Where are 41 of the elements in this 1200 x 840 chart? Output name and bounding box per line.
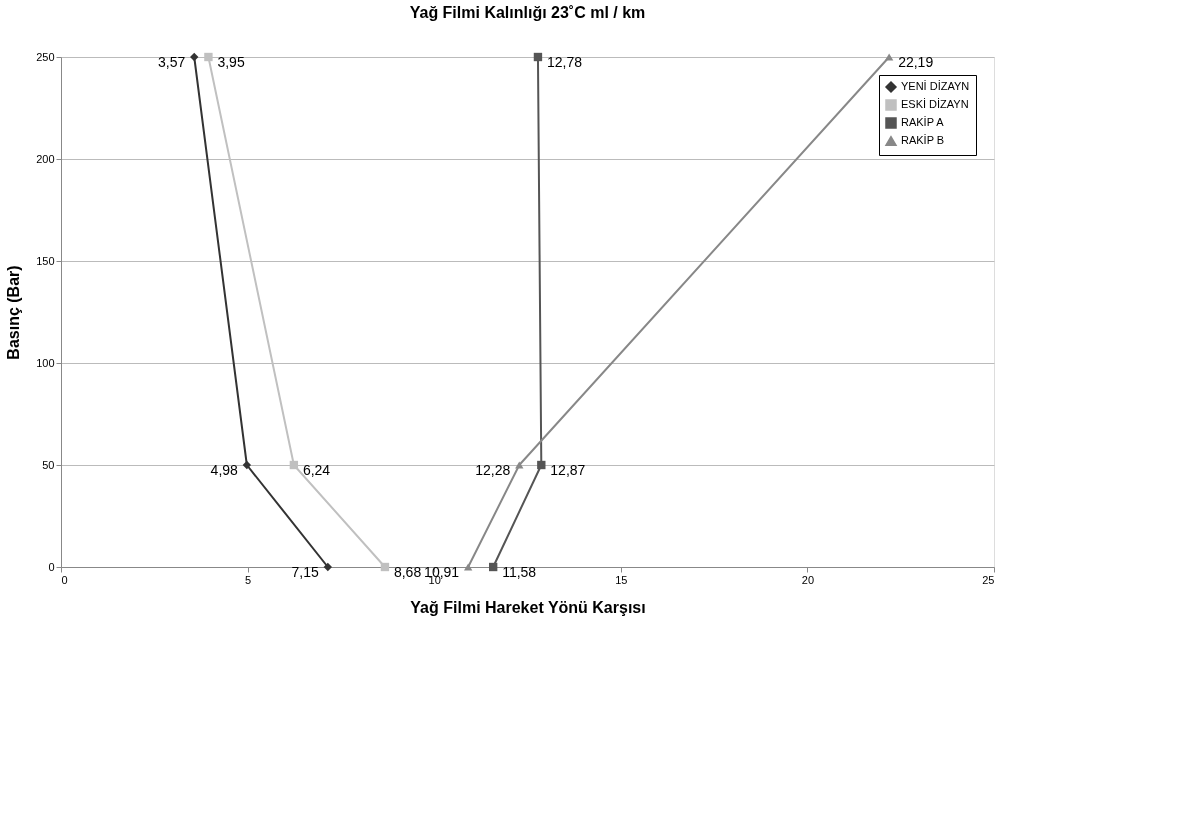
annotation: 6,24: [302, 462, 331, 478]
point: [533, 52, 543, 62]
annotation: 8,68: [393, 564, 422, 580]
y-tick-label: 0: [48, 560, 55, 573]
annotation: 11,58: [502, 564, 537, 580]
legend-label: RAKİP B: [901, 134, 945, 146]
chart-title: Yağ Filmi Kalınlığı 23˚C ml / km: [409, 4, 646, 21]
point: [884, 53, 894, 61]
point: [515, 461, 524, 469]
legend-label: RAKİP A: [901, 116, 945, 128]
point: [488, 562, 498, 572]
annotation: 3,95: [217, 54, 245, 70]
y-axis-title: Basınç (Bar): [5, 265, 23, 360]
y-tick-label: 200: [36, 152, 55, 165]
annotation: 22,19: [898, 54, 934, 70]
x-tick-label: 15: [615, 573, 628, 586]
legend-label: YENİ DİZAYN: [901, 80, 970, 92]
y-tick-label: 50: [42, 458, 55, 471]
y-tick-label: 250: [36, 50, 55, 63]
point: [289, 460, 299, 470]
annotation: 3,57: [157, 54, 186, 70]
x-axis-title: Yağ Filmi Hareket Yönü Karşısı: [410, 598, 646, 616]
x-tick-label: 5: [245, 573, 252, 586]
annotation: 12,78: [546, 54, 583, 70]
y-tick-label: 150: [36, 254, 55, 267]
point: [537, 460, 546, 470]
annotation: 7,15: [291, 564, 320, 580]
x-tick-label: 25: [982, 573, 995, 586]
annotation: 12,28: [475, 462, 511, 478]
point: [204, 52, 213, 62]
x-tick-label: 0: [61, 573, 68, 586]
annotation: 12,87: [550, 462, 586, 478]
point: [190, 52, 199, 62]
point: [323, 562, 333, 572]
legend-label: ESKİ DİZAYN: [901, 98, 969, 110]
annotation: 4,98: [210, 462, 239, 478]
point: [380, 562, 390, 572]
x-tick-label: 20: [801, 573, 815, 586]
y-tick-label: 100: [36, 356, 55, 369]
point: [242, 460, 252, 470]
point: [463, 563, 473, 571]
